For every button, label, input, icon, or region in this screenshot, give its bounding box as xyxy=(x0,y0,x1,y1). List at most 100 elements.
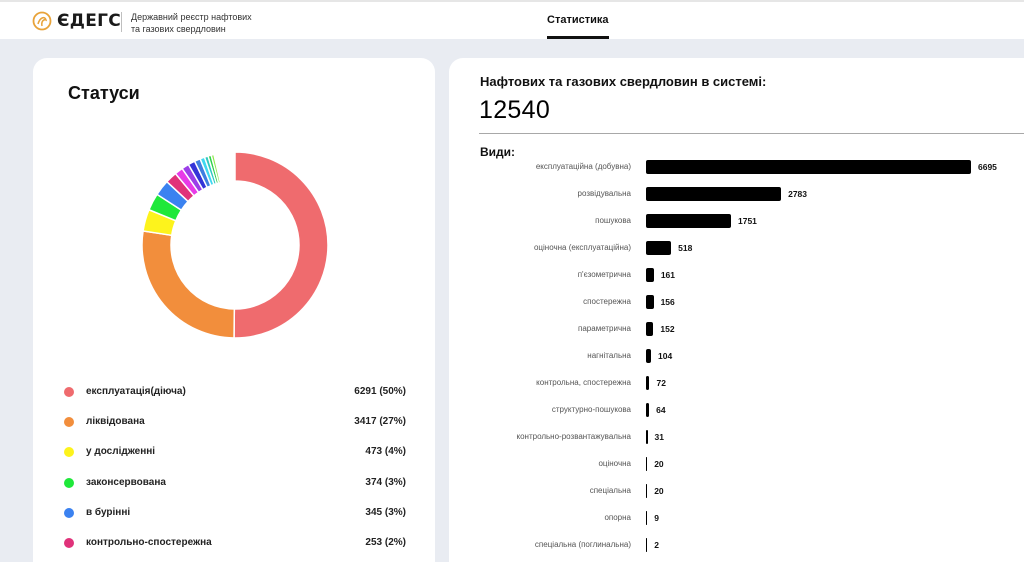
bar-row: нагнітальна 104 xyxy=(449,348,1024,364)
legend-value: 6291 (50%) xyxy=(354,386,406,397)
bar-value: 2 xyxy=(654,540,659,550)
bar-label: оціночна xyxy=(598,459,631,468)
bar[interactable] xyxy=(646,511,648,525)
bar-label: параметрична xyxy=(578,324,631,333)
bar-value: 1751 xyxy=(738,216,757,226)
bar-row: спеціальна 20 xyxy=(449,483,1024,499)
bar-value: 6695 xyxy=(978,162,997,172)
legend-dot-icon xyxy=(64,537,74,548)
legend-label: у дослідженні xyxy=(86,446,156,458)
bar-row: спеціальна (поглинальна) 2 xyxy=(449,537,1024,553)
bar[interactable] xyxy=(646,403,650,417)
bar-label: нагнітальна xyxy=(587,351,631,360)
donut-segment[interactable] xyxy=(233,151,329,339)
logo[interactable]: ЄДЕГС xyxy=(32,11,121,31)
legend-label: в бурінні xyxy=(86,506,131,518)
bar-value: 31 xyxy=(654,432,664,442)
divider xyxy=(479,133,1024,134)
bar[interactable] xyxy=(646,268,654,282)
total-wells-label: Нафтових та газових свердловин в системі… xyxy=(480,74,767,89)
donut-segment[interactable] xyxy=(210,153,222,185)
total-wells-value: 12540 xyxy=(479,96,551,124)
bar-label: спостережна xyxy=(583,297,631,306)
bar[interactable] xyxy=(646,538,648,552)
legend-value: 253 (2%) xyxy=(365,536,406,548)
bar[interactable] xyxy=(646,457,648,471)
bar-row: контрольна, спостережна 72 xyxy=(449,375,1024,391)
bar[interactable] xyxy=(646,187,782,201)
bar-row: структурно-пошукова 64 xyxy=(449,402,1024,418)
bar[interactable] xyxy=(646,484,648,498)
bar[interactable] xyxy=(646,376,650,390)
statuses-legend: експлуатація(діюча) 6291 (50%) ліквідована… xyxy=(60,378,408,559)
legend-value: 473 (4%) xyxy=(365,446,406,458)
bar-row: п'єзометрична 161 xyxy=(449,267,1024,283)
legend-value: 345 (3%) xyxy=(365,506,406,518)
bar-row: оціночна 20 xyxy=(449,456,1024,472)
bar[interactable] xyxy=(646,160,971,174)
bar-label: контрольно-розвантажувальна xyxy=(516,432,632,441)
active-tab-indicator xyxy=(547,36,609,39)
bar-value: 518 xyxy=(678,243,693,253)
bar-label: спеціальна (поглинальна) xyxy=(534,540,631,549)
registry-subtitle: Державний реєстр нафтових та газових све… xyxy=(131,11,252,35)
bar-value: 9 xyxy=(654,513,659,523)
subtitle-line-1: Державний реєстр нафтових xyxy=(131,12,252,22)
statuses-donut-chart[interactable] xyxy=(140,150,330,340)
bar-label: розвідувальна xyxy=(577,189,631,198)
bar-row: спостережна 156 xyxy=(449,294,1024,310)
bar-row: оціночна (експлуатаційна) 518 xyxy=(449,240,1024,256)
legend-label: законсервована xyxy=(86,476,166,488)
legend-label: ліквідована xyxy=(86,416,145,428)
legend-item[interactable]: у дослідженні 473 (4%) xyxy=(60,438,408,468)
legend-dot-icon xyxy=(64,387,74,397)
legend-dot-icon xyxy=(64,477,74,488)
legend-dot-icon xyxy=(64,417,74,428)
bar-value: 161 xyxy=(660,270,675,280)
statuses-card: Статуси експлуатація(діюча) 6291 (50%) лік… xyxy=(33,58,435,562)
bar-label: структурно-пошукова xyxy=(551,405,631,414)
legend-item[interactable]: законсервована 374 (3%) xyxy=(60,469,408,499)
top-header: ЄДЕГС Державний реєстр нафтових та газов… xyxy=(0,0,1024,39)
legend-item[interactable]: ліквідована 3417 (27%) xyxy=(60,408,408,438)
bar-row: розвідувальна 2783 xyxy=(449,186,1024,202)
bar[interactable] xyxy=(646,295,654,309)
bar-value: 20 xyxy=(654,486,664,496)
legend-dot-icon xyxy=(64,447,74,458)
statuses-title: Статуси xyxy=(68,83,140,103)
bar-value: 156 xyxy=(660,297,675,307)
bar-value: 2783 xyxy=(788,189,808,199)
legend-item[interactable]: в бурінні 345 (3%) xyxy=(60,499,408,529)
bar-row: параметрична 152 xyxy=(449,321,1024,337)
logo-text: ЄДЕГС xyxy=(57,11,122,31)
donut-segment[interactable] xyxy=(141,230,236,339)
bar[interactable] xyxy=(646,322,654,336)
subtitle-line-2: та газових свердловин xyxy=(131,24,226,34)
types-title: Види: xyxy=(480,145,516,159)
bar-label: опорна xyxy=(604,513,631,522)
legend-value: 3417 (27%) xyxy=(354,416,406,428)
bar-row: пошукова 1751 xyxy=(449,213,1024,229)
logo-separator xyxy=(121,12,122,32)
bar-label: п'єзометрична xyxy=(577,270,631,279)
bar-value: 104 xyxy=(658,351,673,361)
tab-statistics[interactable]: Статистика xyxy=(547,14,609,26)
bar-label: пошукова xyxy=(595,216,631,225)
bar-label: експлуатаційна (добувна) xyxy=(535,162,631,171)
bar-label: контрольна, спостережна xyxy=(536,378,631,387)
bar-row: експлуатаційна (добувна) 6695 xyxy=(449,159,1024,175)
bar-label: спеціальна xyxy=(589,486,631,495)
bar[interactable] xyxy=(646,241,672,255)
legend-label: контрольно-спостережна xyxy=(86,536,212,548)
legend-label: експлуатація(діюча) xyxy=(86,386,186,397)
bar-row: опорна 9 xyxy=(449,510,1024,526)
bar[interactable] xyxy=(646,214,731,228)
bar-value: 64 xyxy=(656,405,666,415)
legend-item[interactable]: експлуатація(діюча) 6291 (50%) xyxy=(60,378,408,408)
bar[interactable] xyxy=(646,430,648,444)
legend-item[interactable]: контрольно-спостережна 253 (2%) xyxy=(60,529,408,559)
bar-value: 20 xyxy=(654,459,664,469)
types-card: Нафтових та газових свердловин в системі… xyxy=(449,58,1024,562)
bar[interactable] xyxy=(646,349,652,363)
bar-value: 152 xyxy=(660,324,675,334)
